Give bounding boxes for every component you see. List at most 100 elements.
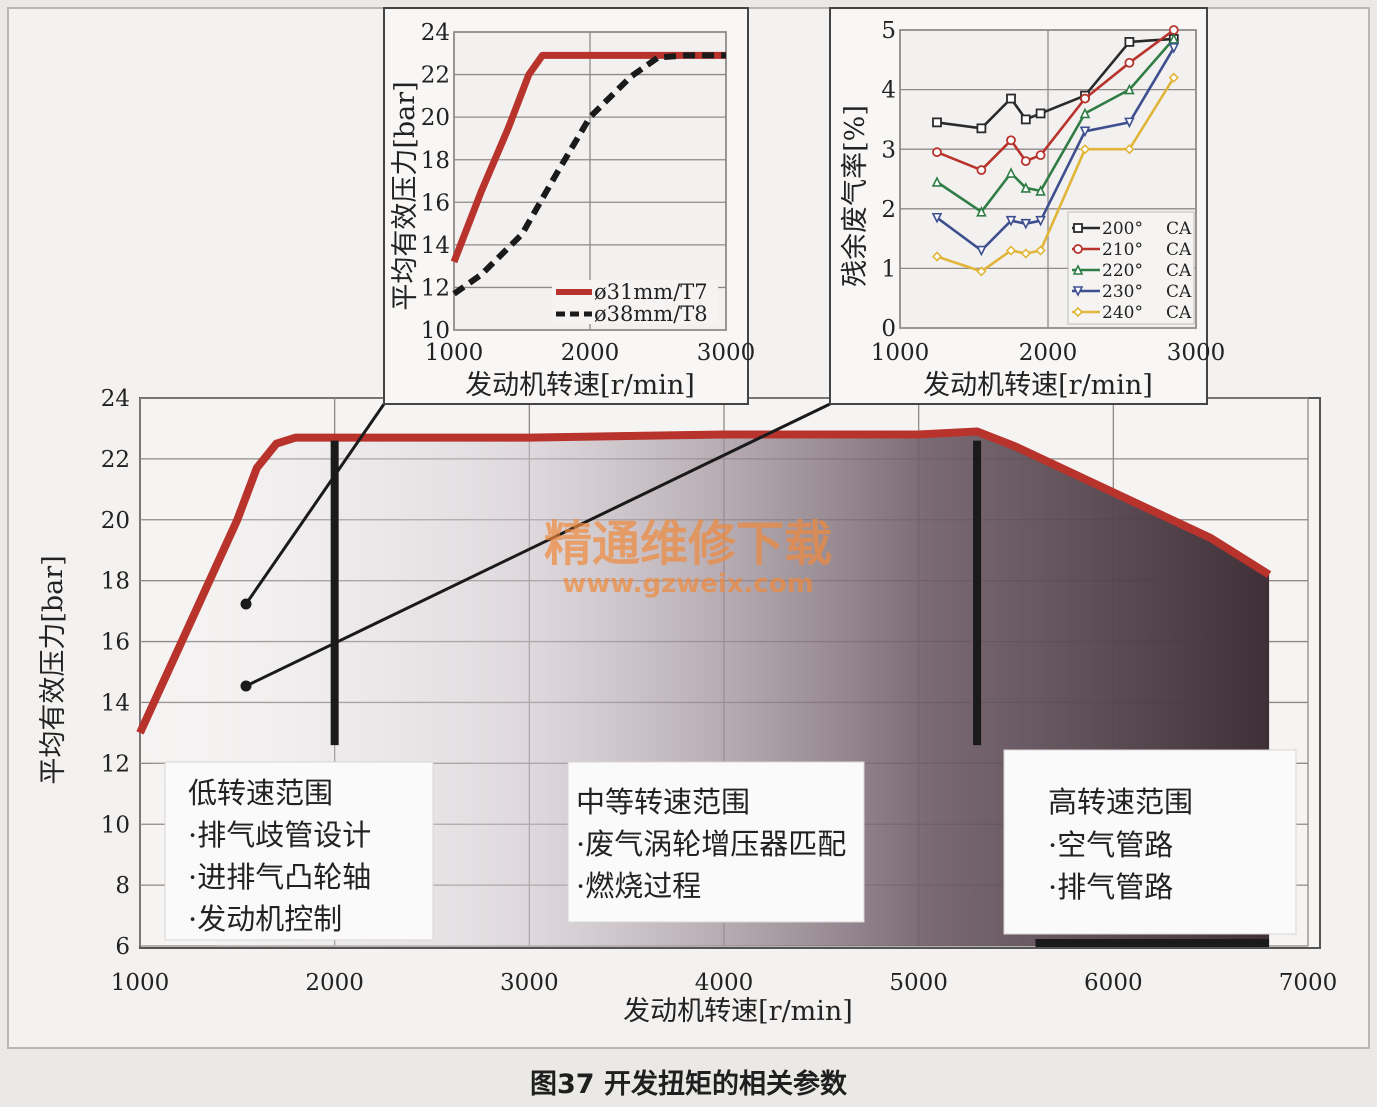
y-tick-label: 0	[881, 316, 896, 342]
inset-left-y-axis-label: 平均有效压力[bar]	[390, 81, 421, 310]
y-tick-label: 5	[881, 18, 896, 44]
data-point	[1035, 215, 1046, 227]
x-tick-label: 3000	[697, 340, 756, 366]
data-point	[1124, 57, 1135, 68]
low-speed-region-box: 低转速范围 ·排气歧管设计 ·进排气凸轮轴 ·发动机控制	[164, 761, 434, 941]
y-tick-label: 22	[101, 447, 130, 473]
figure-caption: 图37 开发扭矩的相关参数	[530, 1069, 847, 1100]
x-tick-label: 7000	[1279, 970, 1338, 996]
y-tick-label: 10	[421, 318, 450, 344]
data-point	[1080, 93, 1090, 104]
series-line-200	[936, 37, 1174, 130]
inset-left-y-tick-labels: 10 12 14 16 18 20 22 24	[421, 20, 450, 344]
inset-right-x-tick-labels: 1000 2000 3000	[871, 340, 1226, 366]
data-point	[1006, 135, 1016, 146]
data-point	[976, 245, 987, 257]
watermark: 精通维修下载 www.gzweix.com	[544, 516, 832, 599]
y-tick-label: 18	[421, 148, 450, 174]
y-tick-label: 10	[101, 812, 130, 838]
legend-unit: CA	[1166, 261, 1192, 281]
data-point	[976, 205, 987, 217]
y-tick-label: 12	[101, 751, 130, 777]
y-tick-label: 3	[881, 137, 896, 163]
inset-left-grid	[453, 31, 727, 331]
data-point	[1168, 72, 1179, 83]
inset-right-legend: 200° CA 210° CA 220° CA 230° CA 240° CA	[1067, 211, 1195, 325]
legend-label: 210°	[1102, 240, 1143, 260]
legend-unit: CA	[1166, 282, 1192, 302]
inset-left-legend: ø31mm/T7 ø38mm/T8	[552, 280, 718, 326]
x-tick-label: 3000	[500, 970, 559, 996]
y-tick-label: 14	[101, 690, 130, 716]
main-bmep-curve	[136, 427, 1272, 735]
high-speed-item: ·空气管路	[1048, 828, 1173, 862]
data-point	[1020, 218, 1032, 230]
inset-right-series	[931, 25, 1180, 277]
y-tick-label: 6	[115, 934, 130, 960]
data-point	[1124, 37, 1135, 47]
data-point	[1073, 244, 1083, 254]
inset-right-chart: 1000 2000 3000 0 1 2 3 4 5 200° CA 210° CA 220° CA 23…	[829, 7, 1226, 405]
data-point	[1073, 223, 1083, 233]
series-line-240	[936, 77, 1175, 273]
watermark-url: www.gzweix.com	[562, 569, 814, 599]
series-line-220	[936, 38, 1175, 214]
legend-unit: CA	[1166, 219, 1192, 239]
data-point	[1072, 264, 1084, 275]
inset-right-y-axis-label: 残余废气率[%]	[840, 105, 871, 287]
data-point	[1079, 107, 1091, 119]
x-tick-label: 6000	[1084, 970, 1143, 996]
y-tick-label: 24	[101, 386, 130, 412]
data-point	[1020, 156, 1031, 167]
x-tick-label: 1000	[425, 340, 484, 366]
mid-speed-region-box: 中等转速范围 ·废气涡轮增压器匹配 ·燃烧过程	[567, 761, 865, 923]
inset-left-x-tick-labels: 1000 2000 3000	[425, 340, 756, 366]
low-speed-item: ·发动机控制	[188, 902, 342, 936]
x-tick-label: 2000	[561, 340, 620, 366]
data-point	[976, 266, 987, 277]
y-tick-label: 16	[421, 190, 450, 216]
y-tick-label: 22	[421, 63, 450, 89]
y-tick-label: 2	[881, 197, 896, 223]
main-y-tick-labels: 6 8 10 12 14 16 18 20 22 24	[101, 386, 130, 960]
y-tick-label: 8	[115, 873, 130, 899]
main-chart: 1000 2000 3000 4000 5000 6000 7000 6 8 10 12 14 16 1…	[38, 386, 1337, 1027]
data-point	[1005, 215, 1017, 227]
high-speed-title: 高转速范围	[1048, 785, 1193, 819]
data-point	[1168, 25, 1179, 35]
mid-speed-item: ·废气涡轮增压器匹配	[576, 827, 846, 861]
mid-speed-item: ·燃烧过程	[576, 869, 701, 903]
data-point	[932, 147, 942, 158]
inset-left-series	[450, 51, 726, 297]
data-point	[1035, 108, 1046, 119]
main-x-axis-label: 发动机转速[r/min]	[623, 996, 853, 1027]
data-point	[1035, 150, 1046, 161]
y-tick-label: 20	[101, 508, 130, 534]
data-point	[1005, 167, 1017, 178]
data-point	[1124, 83, 1135, 95]
y-tick-label: 4	[881, 78, 896, 104]
y-tick-label: 14	[421, 233, 450, 259]
main-x-tick-labels: 1000 2000 3000 4000 5000 6000 7000	[111, 970, 1338, 996]
main-y-axis-label: 平均有效压力[bar]	[38, 555, 69, 784]
data-point	[932, 117, 942, 128]
legend-label-t8: ø38mm/T8	[594, 302, 708, 326]
high-speed-region-box: 高转速范围 ·空气管路 ·排气管路	[1003, 749, 1297, 935]
data-point	[1020, 182, 1032, 193]
data-point	[1020, 114, 1031, 125]
legend-unit: CA	[1166, 303, 1192, 323]
x-tick-label: 1000	[111, 970, 170, 996]
y-tick-label: 18	[101, 569, 130, 595]
x-tick-label: 5000	[889, 970, 948, 996]
data-point	[1005, 245, 1017, 256]
inset-leader-lines	[240, 402, 831, 692]
data-point	[1124, 144, 1135, 155]
speed-range-dividers	[330, 440, 1270, 947]
inset-left-chart: 1000 2000 3000 10 12 14 16 18 20 22 24 ø31mm/T7 ø…	[383, 7, 756, 405]
data-point	[931, 212, 943, 224]
high-speed-item: ·排气管路	[1048, 870, 1173, 904]
legend-unit: CA	[1166, 240, 1192, 260]
data-point	[1035, 185, 1046, 196]
series-line-210	[936, 28, 1175, 172]
